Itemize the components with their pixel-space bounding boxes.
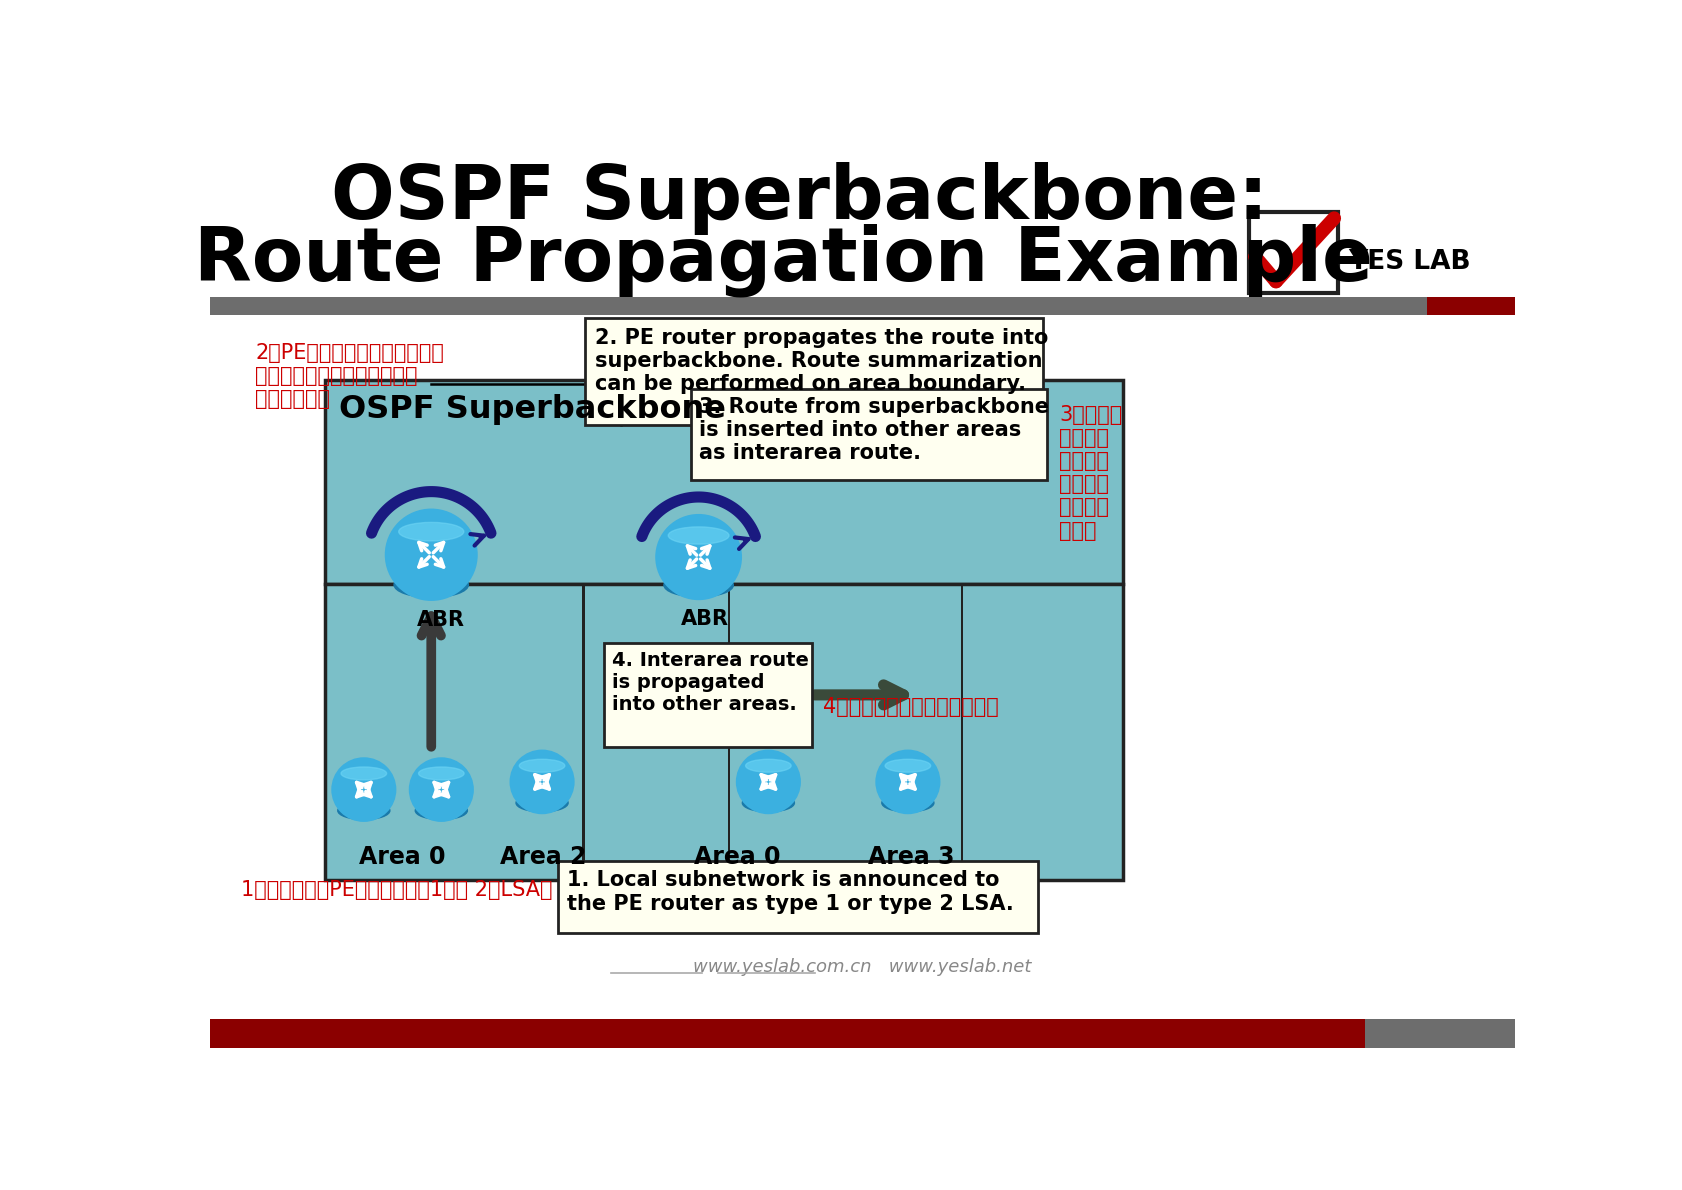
Ellipse shape [516, 794, 569, 812]
Text: Area 0: Area 0 [360, 845, 446, 870]
Bar [1248, 212, 1337, 293]
Text: YES LAB: YES LAB [1347, 249, 1470, 275]
Bar [210, 1019, 1364, 1048]
Ellipse shape [394, 572, 468, 597]
Bar [960, 584, 962, 881]
Bar [582, 584, 584, 881]
Bar [325, 380, 1122, 584]
Text: 4. Interarea route
is propagated
into other areas.: 4. Interarea route is propagated into ot… [612, 651, 809, 714]
Ellipse shape [338, 802, 390, 820]
Bar [604, 644, 811, 747]
Text: OSPF Superbackbone: OSPF Superbackbone [338, 394, 725, 425]
Ellipse shape [419, 768, 464, 779]
Text: Area 2: Area 2 [500, 845, 587, 870]
Text: OSPF Superbackbone:: OSPF Superbackbone: [331, 162, 1267, 234]
Bar [691, 389, 1046, 480]
Circle shape [331, 757, 397, 822]
Text: ABR: ABR [681, 609, 728, 630]
Ellipse shape [520, 759, 565, 772]
Bar [1364, 1019, 1514, 1048]
Ellipse shape [663, 574, 733, 597]
Text: ABR: ABR [417, 610, 464, 631]
Text: Area 3: Area 3 [868, 845, 954, 870]
Ellipse shape [742, 794, 794, 812]
Bar [728, 584, 730, 881]
Ellipse shape [745, 759, 791, 772]
Text: 3. Route from superbackbone
is inserted into other areas
as interarea route.: 3. Route from superbackbone is inserted … [698, 397, 1048, 463]
Text: www.yeslab.com.cn   www.yeslab.net: www.yeslab.com.cn www.yeslab.net [693, 958, 1031, 976]
Ellipse shape [399, 522, 464, 541]
Text: 1、本地子网向PE路由器通告为1型或 2型LSA。: 1、本地子网向PE路由器通告为1型或 2型LSA。 [241, 879, 553, 900]
Circle shape [875, 750, 940, 814]
Bar [557, 862, 1038, 933]
Ellipse shape [668, 527, 728, 544]
Circle shape [510, 750, 574, 814]
Bar [210, 296, 1426, 315]
Text: 2. PE router propagates the route into
superbackbone. Route summarization
can be: 2. PE router propagates the route into s… [594, 327, 1048, 394]
Ellipse shape [341, 768, 387, 779]
Ellipse shape [415, 802, 468, 820]
Text: 3、从超级
骨干的路
线插入其
他区域作
为区域间
路线。: 3、从超级 骨干的路 线插入其 他区域作 为区域间 路线。 [1058, 405, 1122, 540]
Text: Area 0: Area 0 [693, 845, 780, 870]
Circle shape [409, 757, 474, 822]
Text: Route Propagation Example: Route Propagation Example [195, 224, 1373, 298]
Ellipse shape [885, 759, 930, 772]
Ellipse shape [881, 794, 934, 812]
Circle shape [385, 508, 478, 601]
Text: 4、区间路线传播到其他地区。: 4、区间路线传播到其他地区。 [822, 697, 997, 718]
Bar [1426, 296, 1514, 315]
Text: 1. Local subnetwork is announced to
the PE router as type 1 or type 2 LSA.: 1. Local subnetwork is announced to the … [567, 870, 1013, 914]
Bar [325, 584, 1122, 881]
Circle shape [735, 750, 801, 814]
Circle shape [654, 514, 742, 600]
Bar [585, 319, 1043, 425]
Text: 2、PE路由器将路由器传播到超
级主干。可以在区域边界上进
行路由聚合。: 2、PE路由器将路由器传播到超 级主干。可以在区域边界上进 行路由聚合。 [256, 343, 444, 409]
